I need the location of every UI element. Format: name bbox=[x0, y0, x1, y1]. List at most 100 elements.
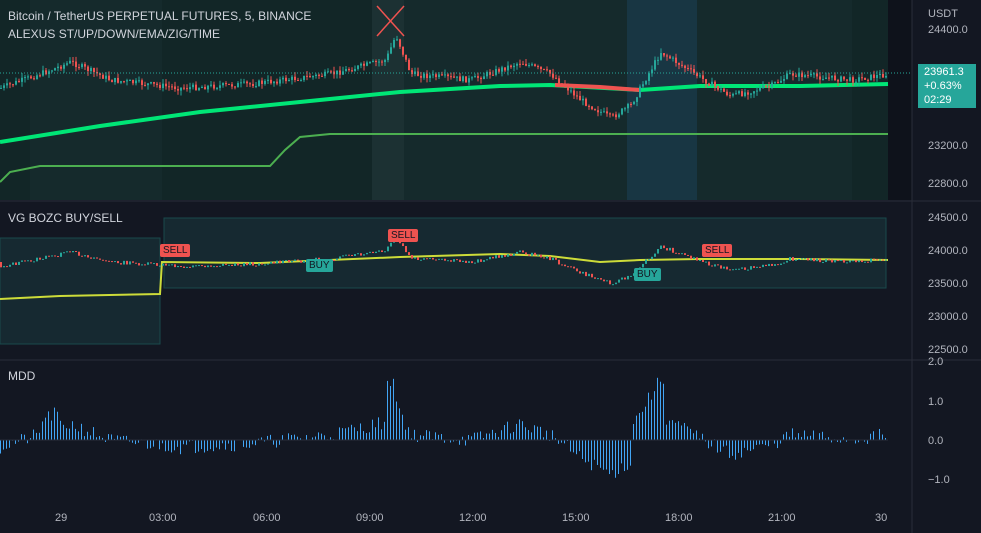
signals-pane-title[interactable]: VG BOZC BUY/SELL bbox=[8, 211, 123, 225]
candle-body bbox=[132, 79, 134, 84]
candle-body bbox=[0, 87, 2, 89]
signal-candle bbox=[108, 260, 110, 262]
candle-body bbox=[771, 82, 773, 87]
signal-candle bbox=[333, 260, 335, 262]
signal-candle bbox=[135, 262, 137, 264]
candle-body bbox=[678, 63, 680, 65]
candle-body bbox=[513, 65, 515, 68]
mdd-pane-title[interactable]: MDD bbox=[8, 369, 36, 383]
signal-line bbox=[0, 252, 889, 300]
signal-candle bbox=[462, 260, 464, 262]
candle-body bbox=[849, 77, 851, 81]
mdd-bar bbox=[750, 440, 751, 451]
mdd-bar bbox=[498, 436, 499, 440]
mdd-axis-label: −1.0 bbox=[928, 474, 950, 486]
mdd-bar bbox=[705, 440, 706, 442]
candle-body bbox=[195, 84, 197, 91]
candle-body bbox=[126, 80, 128, 82]
candle-body bbox=[294, 76, 296, 81]
mdd-bar bbox=[426, 430, 427, 440]
signal-candle bbox=[762, 264, 764, 268]
mdd-bar bbox=[795, 437, 796, 440]
signal-candle bbox=[147, 262, 149, 265]
candle-body bbox=[276, 81, 278, 84]
signal-candle bbox=[477, 259, 479, 263]
mdd-bar bbox=[798, 433, 799, 440]
main-axis-label: 22800.0 bbox=[928, 178, 968, 190]
signal-candle bbox=[567, 266, 569, 268]
candle-body bbox=[528, 65, 530, 67]
mdd-bar bbox=[6, 440, 7, 449]
mdd-bar bbox=[486, 433, 487, 440]
candle-body bbox=[816, 73, 818, 77]
candle-body bbox=[453, 76, 455, 78]
signal-candle bbox=[102, 259, 104, 261]
signal-candle bbox=[675, 252, 677, 254]
signal-candle bbox=[507, 254, 509, 257]
mdd-bar bbox=[441, 434, 442, 440]
mdd-bar bbox=[738, 440, 739, 453]
signal-candle bbox=[687, 254, 689, 256]
candle-body bbox=[681, 64, 683, 66]
candle-body bbox=[6, 83, 8, 86]
mdd-axis-label: 2.0 bbox=[928, 356, 944, 368]
mdd-bar bbox=[744, 440, 745, 448]
candle-body bbox=[99, 73, 101, 75]
mdd-bar bbox=[204, 440, 205, 453]
candle-body bbox=[111, 80, 113, 83]
mdd-bar bbox=[366, 433, 367, 440]
signal-candle bbox=[711, 265, 713, 267]
candle-body bbox=[369, 61, 371, 63]
candle-body bbox=[69, 60, 71, 64]
mdd-bar bbox=[276, 440, 277, 448]
mdd-bar bbox=[591, 440, 592, 471]
signal-candle bbox=[690, 255, 692, 260]
signal-candle bbox=[150, 262, 152, 264]
signal-candle bbox=[153, 263, 155, 265]
mdd-bar bbox=[828, 437, 829, 440]
mdd-bar bbox=[585, 440, 586, 463]
indicator-title[interactable]: ALEXUS ST/UP/DOWN/EMA/ZIG/TIME bbox=[8, 27, 221, 41]
candle-body bbox=[15, 81, 17, 85]
candle-body bbox=[150, 82, 152, 84]
mdd-bar bbox=[882, 434, 883, 440]
signal-candle bbox=[708, 261, 710, 266]
mdd-bar bbox=[681, 425, 682, 440]
mdd-bar bbox=[582, 440, 583, 460]
mdd-bar bbox=[786, 431, 787, 440]
mdd-bar bbox=[843, 437, 844, 440]
signal-candle bbox=[243, 262, 245, 267]
candle-body bbox=[234, 86, 236, 88]
candle-body bbox=[777, 82, 779, 84]
candle-body bbox=[549, 69, 551, 74]
signal-candle bbox=[783, 262, 785, 264]
candle-body bbox=[315, 74, 317, 77]
mdd-bar bbox=[225, 440, 226, 450]
candle-body bbox=[204, 86, 206, 90]
mdd-bar bbox=[354, 427, 355, 440]
signal-candle bbox=[861, 260, 863, 263]
signal-candle bbox=[420, 259, 422, 261]
candle-body bbox=[690, 68, 692, 70]
mdd-bar bbox=[357, 431, 358, 440]
candle-body bbox=[180, 87, 182, 91]
mdd-bar bbox=[873, 431, 874, 440]
mdd-bar bbox=[621, 440, 622, 464]
signals-axis-label: 24500.0 bbox=[928, 212, 968, 224]
signal-candle bbox=[801, 258, 803, 260]
mdd-bar bbox=[504, 425, 505, 440]
mdd-bar bbox=[747, 440, 748, 451]
signal-candle bbox=[756, 266, 758, 268]
signal-candle bbox=[366, 252, 368, 255]
main-axis-label: 23200.0 bbox=[928, 140, 968, 152]
signal-candle bbox=[579, 271, 581, 274]
candle-body bbox=[633, 101, 635, 105]
candle-body bbox=[852, 77, 854, 83]
symbol-title[interactable]: Bitcoin / TetherUS PERPETUAL FUTURES, 5,… bbox=[8, 9, 312, 23]
signal-candle bbox=[81, 255, 83, 257]
candle-body bbox=[135, 80, 137, 84]
signal-candle bbox=[12, 262, 14, 265]
candle-body bbox=[459, 76, 461, 82]
